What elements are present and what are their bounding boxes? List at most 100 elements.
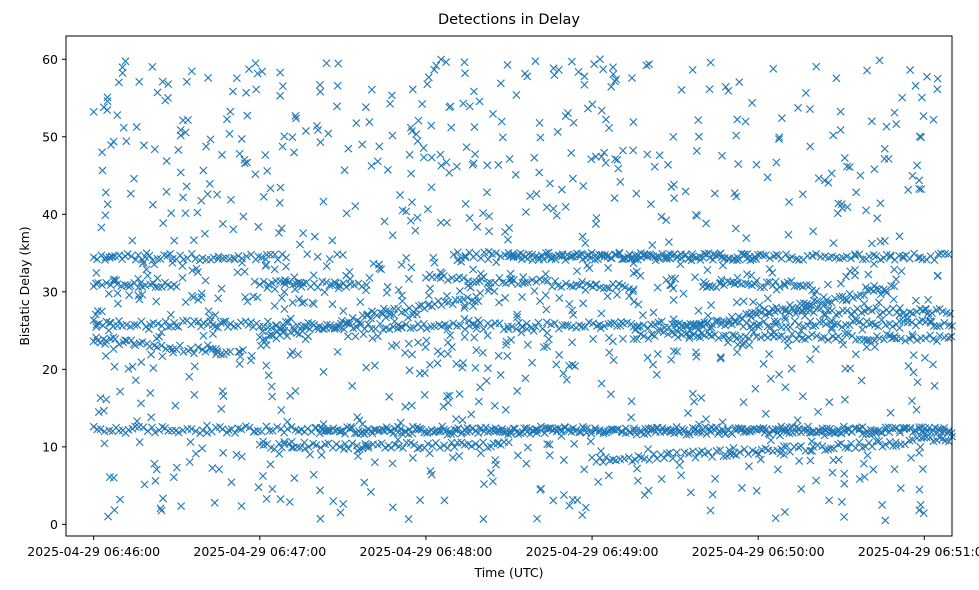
detection-point <box>890 465 899 474</box>
detection-point <box>805 428 814 437</box>
detection-point <box>530 153 539 162</box>
detection-point <box>580 80 589 89</box>
detection-point <box>780 508 789 517</box>
detection-point <box>578 255 587 264</box>
detection-point <box>693 332 702 341</box>
detection-point <box>130 174 138 183</box>
detection-point <box>488 477 497 486</box>
detection-point <box>772 250 781 259</box>
detection-point <box>688 447 697 456</box>
detection-point <box>290 273 299 282</box>
detection-point <box>738 314 747 323</box>
x-tick-label: 2025-04-29 06:51:00 <box>858 544 979 559</box>
detection-point <box>474 316 483 325</box>
detection-point <box>419 320 428 328</box>
detection-point <box>561 256 570 265</box>
detection-point <box>200 229 209 238</box>
detection-point <box>442 291 451 300</box>
detection-point <box>944 250 953 259</box>
detection-point <box>503 235 512 244</box>
detection-point <box>862 336 871 345</box>
detection-point <box>662 254 671 263</box>
detection-point <box>732 298 741 307</box>
detection-point <box>827 298 836 307</box>
detection-point <box>445 168 454 177</box>
detection-point <box>168 345 177 354</box>
detection-point <box>254 222 263 231</box>
detection-point <box>919 112 928 121</box>
detection-point <box>286 314 295 323</box>
detection-point <box>662 449 671 458</box>
detection-point <box>259 277 268 286</box>
detection-point <box>906 308 914 317</box>
detection-point <box>668 454 677 463</box>
detection-point <box>258 67 267 76</box>
detection-point <box>881 426 890 435</box>
detection-point <box>761 409 770 418</box>
detection-point <box>332 440 341 449</box>
detection-point <box>664 238 673 247</box>
detection-point <box>829 131 838 140</box>
detection-point <box>689 427 698 436</box>
detection-point <box>214 294 223 303</box>
detection-point <box>839 340 848 349</box>
detection-point <box>507 322 516 331</box>
detection-point <box>474 297 483 306</box>
detection-point <box>534 318 543 327</box>
detection-point <box>706 58 715 67</box>
detection-point <box>476 383 485 392</box>
detection-point <box>791 309 800 318</box>
detection-point <box>822 424 831 433</box>
detection-point <box>448 453 457 462</box>
detection-point <box>125 291 134 300</box>
detection-point <box>233 268 242 277</box>
detection-point <box>194 343 203 352</box>
detection-point <box>156 504 165 513</box>
detection-point <box>890 282 899 291</box>
detection-point <box>397 260 406 269</box>
detection-point <box>718 261 727 270</box>
detection-point <box>579 182 588 191</box>
detection-point <box>450 443 459 452</box>
detection-point <box>334 284 343 293</box>
detection-point <box>334 59 343 68</box>
detection-point <box>385 325 394 334</box>
detection-point <box>679 323 688 332</box>
detection-point <box>294 278 303 287</box>
detection-point <box>513 313 522 322</box>
detection-point <box>918 465 927 474</box>
detection-point <box>442 392 451 401</box>
detection-point <box>281 317 290 326</box>
detection-point <box>275 449 284 458</box>
detection-point <box>147 413 156 422</box>
detection-point <box>565 426 573 435</box>
detection-point <box>366 487 375 496</box>
detection-point <box>91 310 100 319</box>
detection-point <box>203 428 212 437</box>
detection-point <box>304 332 313 341</box>
detection-point <box>702 219 711 228</box>
detection-point <box>407 263 416 272</box>
detection-point <box>476 289 485 298</box>
detection-point <box>634 300 643 309</box>
detection-point <box>132 123 141 132</box>
detection-point <box>316 87 325 96</box>
detection-point <box>811 345 820 354</box>
detection-point <box>904 361 913 370</box>
detection-point <box>262 422 271 431</box>
detection-point <box>127 336 136 345</box>
detection-point <box>235 359 244 368</box>
detection-point <box>882 288 891 297</box>
detection-point <box>425 449 434 458</box>
detection-point <box>888 424 897 433</box>
detection-point <box>197 289 206 298</box>
detection-point <box>692 146 701 155</box>
detection-point <box>567 148 576 157</box>
x-tick-label: 2025-04-29 06:50:00 <box>692 544 825 559</box>
detection-point <box>440 441 449 450</box>
detection-point <box>604 471 613 480</box>
detection-point <box>312 121 321 130</box>
detection-point <box>507 274 516 283</box>
detection-point <box>458 416 467 425</box>
detection-point <box>568 495 577 504</box>
